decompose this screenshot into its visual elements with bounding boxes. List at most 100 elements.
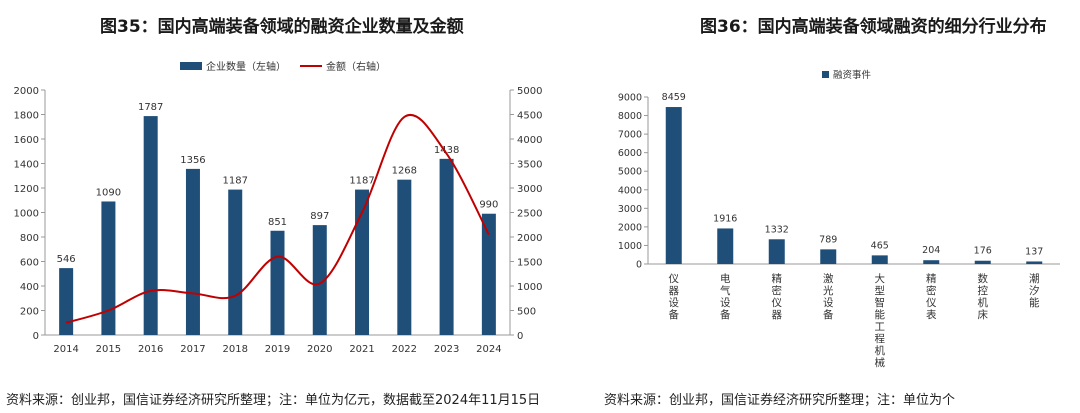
chart-title-left: 图35：国内高端装备领域的融资企业数量及金额: [100, 17, 464, 37]
bar-value-label: 204: [922, 245, 940, 256]
bar-value-label: 990: [479, 200, 498, 211]
bar: [397, 179, 412, 335]
chart-right: 0 1000 2000 3000 4000 5000 6000 7000 8000 9000 845…: [618, 69, 1060, 369]
y-left-tick-label: 1200: [14, 184, 39, 195]
bar-value-label: 465: [871, 240, 889, 251]
legend-label-line: 金额（右轴）: [326, 60, 386, 73]
amount-line: [65, 113, 490, 324]
x-tick-label: 数控机床: [978, 272, 989, 321]
x-tick-label: 潮汐能: [1029, 272, 1040, 309]
x-tick-label: 2023: [434, 344, 459, 355]
y-left-tick-label: 1400: [14, 160, 39, 171]
y-right-tick-label: 5000: [517, 86, 542, 97]
legend-swatch-bar: [180, 62, 202, 70]
bar: [439, 158, 454, 335]
bar: [923, 260, 940, 264]
bar-value-label: 8459: [662, 92, 686, 103]
x-tick-label: 2015: [96, 344, 121, 355]
bar: [185, 168, 200, 335]
y-left-tick-label: 1600: [14, 135, 39, 146]
bar-value-label: 789: [819, 234, 837, 245]
y-tick-label: 0: [636, 260, 642, 271]
x-tick-label: 2024: [476, 344, 501, 355]
bar: [1026, 261, 1043, 264]
y-right-tick-label: 1500: [517, 258, 542, 269]
y-right-tick-label: 0: [517, 331, 523, 342]
y-tick-label: 9000: [618, 93, 642, 104]
bar: [820, 249, 837, 264]
y-tick-label: 3000: [618, 204, 642, 215]
legend-label: 融资事件: [833, 69, 872, 81]
bar: [270, 230, 285, 335]
bar: [59, 268, 74, 335]
y-right-tick-label: 3000: [517, 184, 542, 195]
bar-value-label: 137: [1025, 246, 1043, 257]
legend-swatch: [822, 71, 829, 78]
chart-left: 0 200 400 600 800 1000 1200 1400 1600 1800 2000 0 50…: [14, 60, 543, 355]
bar: [143, 116, 158, 335]
x-tick-label: 精密仪表: [926, 272, 937, 321]
y-right-tick-label: 2500: [517, 209, 542, 220]
y-left-tick-label: 1000: [14, 209, 39, 220]
source-note-right: 资料来源：创业邦，国信证券经济研究所整理；注：单位为个: [604, 393, 956, 408]
x-tick-label: 2017: [180, 344, 205, 355]
bar-value-label: 1187: [223, 176, 248, 187]
bar-value-label: 851: [268, 217, 287, 228]
y-left-tick-label: 200: [20, 307, 39, 318]
x-tick-label: 激光设备: [823, 272, 834, 321]
bar-value-label: 1438: [434, 145, 459, 156]
y-right-tick-label: 3500: [517, 160, 542, 171]
legend-label-bar: 企业数量（左轴）: [206, 60, 286, 73]
x-tick-label: 2022: [392, 344, 417, 355]
y-tick-label: 4000: [618, 185, 642, 196]
y-tick-label: 8000: [618, 111, 642, 122]
bar: [228, 189, 243, 335]
bar-value-label: 1787: [138, 102, 163, 113]
x-tick-label: 精密仪器: [772, 272, 783, 321]
y-left-tick-label: 1800: [14, 111, 39, 122]
bar: [481, 213, 496, 335]
x-tick-label: 仪器设备: [669, 273, 680, 321]
x-tick-label: 2020: [307, 344, 332, 355]
x-tick-label: 大型智能工程机械: [875, 272, 886, 369]
bar-value-label: 1187: [349, 176, 374, 187]
source-note-left: 资料来源：创业邦，国信证券经济研究所整理；注：单位为亿元，数据截至2024年11…: [6, 393, 541, 408]
bar-value-label: 897: [310, 211, 329, 222]
y-tick-label: 6000: [618, 148, 642, 159]
bar-value-label: 1268: [392, 166, 417, 177]
bar: [768, 239, 785, 264]
y-tick-label: 7000: [618, 130, 642, 141]
bar-value-label: 176: [974, 246, 992, 257]
bar-value-label: 1332: [765, 224, 789, 235]
y-tick-label: 2000: [618, 222, 642, 233]
y-left-tick-label: 800: [20, 233, 39, 244]
y-left-tick-label: 0: [33, 331, 39, 342]
bar: [312, 225, 327, 335]
y-right-tick-label: 2000: [517, 233, 542, 244]
bar: [871, 255, 888, 264]
y-left-tick-label: 2000: [14, 86, 39, 97]
x-tick-label: 电气设备: [720, 272, 731, 321]
chart-title-right: 图36：国内高端装备领域融资的细分行业分布: [700, 17, 1047, 37]
bar-value-label: 1356: [180, 155, 205, 166]
bar: [974, 260, 991, 264]
bar: [355, 189, 370, 335]
x-tick-label: 2016: [138, 344, 163, 355]
y-right-tick-label: 4000: [517, 135, 542, 146]
x-tick-label: 2014: [53, 344, 78, 355]
bar: [717, 228, 734, 264]
x-tick-label: 2019: [265, 344, 290, 355]
bar-value-label: 546: [57, 254, 76, 265]
bar-value-label: 1916: [713, 213, 737, 224]
x-tick-label: 2018: [223, 344, 248, 355]
y-tick-label: 1000: [618, 241, 642, 252]
y-right-tick-label: 1000: [517, 282, 542, 293]
y-left-tick-label: 400: [20, 282, 39, 293]
y-tick-label: 5000: [618, 167, 642, 178]
y-right-tick-label: 500: [517, 307, 536, 318]
bar: [101, 201, 116, 335]
y-left-tick-label: 600: [20, 258, 39, 269]
bar-value-label: 1090: [96, 187, 121, 198]
y-right-tick-label: 4500: [517, 111, 542, 122]
bar: [665, 107, 682, 264]
